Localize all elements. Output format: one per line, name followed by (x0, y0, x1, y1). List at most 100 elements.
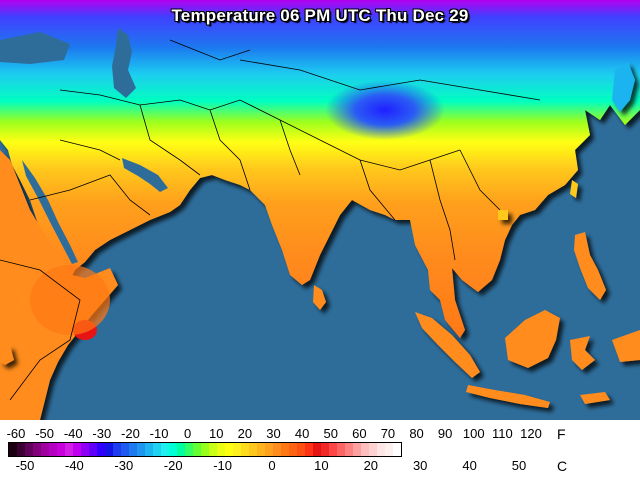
color-swatch (257, 443, 265, 456)
warm-zone-horn (30, 265, 110, 335)
color-swatch (305, 443, 313, 456)
color-swatch (113, 443, 121, 456)
color-swatch (177, 443, 185, 456)
red-sea (22, 160, 78, 264)
fahrenheit-tick: -60 (6, 426, 26, 441)
color-swatch (281, 443, 289, 456)
island-java (466, 385, 550, 408)
fahrenheit-tick: -30 (92, 426, 112, 441)
color-swatch (361, 443, 369, 456)
celsius-tick: 50 (511, 458, 527, 473)
color-swatch (393, 443, 401, 456)
celsius-tick: -10 (213, 458, 232, 473)
color-swatch (137, 443, 145, 456)
color-swatch (25, 443, 33, 456)
color-swatch (73, 443, 81, 456)
color-swatch (209, 443, 217, 456)
color-swatch (273, 443, 281, 456)
islands (0, 62, 640, 408)
fahrenheit-tick: -10 (149, 426, 169, 441)
island-sulawesi (570, 336, 595, 370)
fahrenheit-tick: 120 (520, 426, 542, 441)
island-borneo (505, 310, 560, 368)
color-swatch (97, 443, 105, 456)
fahrenheit-tick: 60 (352, 426, 367, 441)
color-swatch (185, 443, 193, 456)
island-philippines (574, 232, 606, 300)
celsius-tick: 20 (363, 458, 379, 473)
color-swatch (217, 443, 225, 456)
island-taiwan (570, 180, 578, 198)
color-swatch (89, 443, 97, 456)
persian-gulf (122, 158, 168, 192)
fahrenheit-tick: 70 (380, 426, 396, 441)
fahrenheit-tick: 10 (209, 426, 224, 441)
fahrenheit-tick: -20 (121, 426, 140, 441)
island-madagascar-tip (0, 345, 14, 365)
color-swatch (193, 443, 201, 456)
island-sri-lanka (313, 285, 326, 310)
color-swatch (49, 443, 57, 456)
fahrenheit-tick: -40 (63, 426, 83, 441)
celsius-tick: -20 (163, 458, 183, 473)
cold-core-tibet (325, 80, 445, 140)
color-swatch (369, 443, 377, 456)
celsius-tick: 40 (462, 458, 477, 473)
country-borders (0, 39, 541, 401)
color-swatch (17, 443, 25, 456)
fahrenheit-tick: 30 (266, 426, 281, 441)
fahrenheit-tick: -50 (35, 426, 55, 441)
fahrenheit-unit-label: F (557, 426, 566, 442)
color-swatch (329, 443, 337, 456)
fahrenheit-tick: 0 (184, 426, 192, 441)
fahrenheit-tick: 40 (294, 426, 310, 441)
fahrenheit-tick: 80 (409, 426, 424, 441)
color-swatch (153, 443, 161, 456)
color-swatch (265, 443, 273, 456)
color-swatch (337, 443, 345, 456)
color-swatch (57, 443, 65, 456)
color-swatch (169, 443, 177, 456)
color-swatch (321, 443, 329, 456)
color-swatch (33, 443, 41, 456)
celsius-tick: 30 (412, 458, 428, 473)
color-swatch (385, 443, 393, 456)
map-canvas (0, 0, 640, 420)
map-title: Temperature 06 PM UTC Thu Dec 29 (171, 6, 469, 25)
color-swatch (65, 443, 73, 456)
color-swatch (105, 443, 113, 456)
fahrenheit-tick: 100 (462, 426, 485, 441)
fahrenheit-tick: 50 (323, 426, 338, 441)
color-swatch (81, 443, 89, 456)
island-sumatra (415, 312, 480, 378)
color-swatch (145, 443, 153, 456)
color-scale-bar (8, 442, 402, 457)
color-swatch (377, 443, 385, 456)
color-swatch (41, 443, 49, 456)
fahrenheit-tick: 20 (237, 426, 253, 441)
celsius-tick: 10 (314, 458, 329, 473)
island-hainan (498, 210, 508, 220)
color-swatch (313, 443, 321, 456)
color-swatch (289, 443, 297, 456)
celsius-tick: -40 (64, 458, 84, 473)
island-japan (612, 62, 635, 112)
fahrenheit-tick: 90 (437, 426, 453, 441)
color-swatch (161, 443, 169, 456)
celsius-tick: -50 (15, 458, 35, 473)
color-swatch (225, 443, 233, 456)
island-timor (580, 392, 610, 404)
black-sea (0, 32, 70, 64)
color-swatch (345, 443, 353, 456)
temperature-map: Temperature 06 PM UTC Thu Dec 29 (0, 0, 640, 420)
color-swatch (297, 443, 305, 456)
celsius-tick: 0 (268, 458, 276, 473)
landmass-asia (0, 0, 640, 338)
caspian-sea (112, 28, 136, 98)
color-swatch (233, 443, 241, 456)
fahrenheit-tick: 110 (492, 426, 513, 441)
color-swatch (201, 443, 209, 456)
celsius-unit-label: C (557, 458, 568, 474)
celsius-tick: -30 (114, 458, 134, 473)
color-swatch (249, 443, 257, 456)
